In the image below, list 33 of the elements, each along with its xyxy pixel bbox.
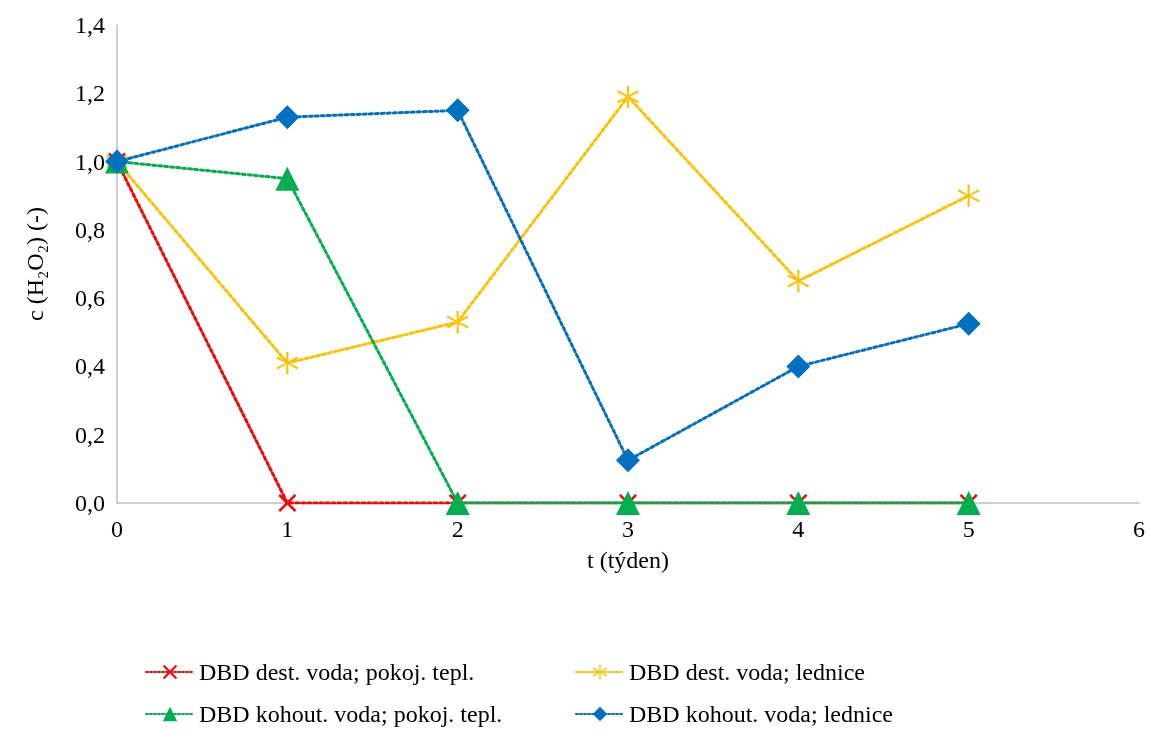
point — [275, 166, 300, 191]
point — [278, 494, 297, 512]
y-tick-label: 0,4 — [75, 353, 105, 380]
y-tick-label: 0,0 — [75, 490, 105, 516]
legend-label: DBD dest. voda; lednice — [629, 659, 865, 685]
point — [957, 184, 980, 207]
y-tick-label: 1,4 — [75, 12, 105, 38]
point — [616, 448, 640, 473]
point — [786, 354, 811, 379]
y-tick-label: 0,2 — [75, 421, 105, 448]
x-tick-label: 4 — [792, 516, 805, 542]
point — [445, 98, 470, 123]
y-tick-label: 1,0 — [75, 148, 105, 175]
legend-label: DBD kohout. voda; pokoj. tepl. — [199, 701, 503, 727]
x-tick-label: 6 — [1133, 516, 1145, 542]
x-tick-label: 5 — [962, 516, 975, 542]
x-tick-label: 3 — [622, 516, 634, 542]
y-tick-label: 0,6 — [75, 285, 105, 312]
legend-label: DBD dest. voda; pokoj. tepl. — [199, 659, 475, 685]
point — [787, 270, 810, 293]
point — [276, 352, 299, 375]
point — [275, 105, 300, 130]
y-axis-title: c (H₂O₂) (-) — [22, 206, 48, 322]
x-tick-label: 1 — [281, 516, 294, 542]
x-axis-title: t (týden) — [587, 547, 669, 573]
y-tick-label: 0,8 — [75, 216, 105, 243]
x-tick-label: 2 — [451, 516, 464, 542]
y-tick-label: 1,2 — [75, 80, 105, 107]
legend-label: DBD kohout. voda; lednice — [629, 701, 893, 727]
x-tick-label: 0 — [111, 516, 123, 542]
point — [446, 311, 469, 334]
point — [956, 311, 981, 336]
point — [617, 85, 639, 108]
